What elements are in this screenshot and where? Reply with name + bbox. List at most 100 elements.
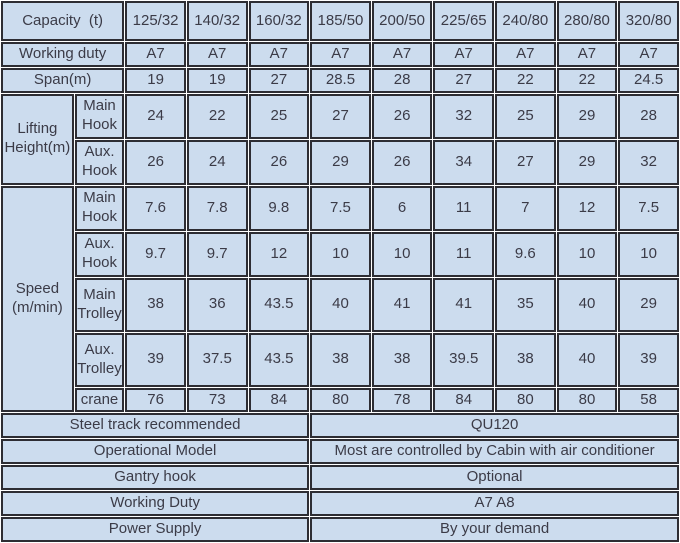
data-cell: 24 [186, 139, 248, 185]
data-cell: 73 [186, 387, 248, 413]
data-cell: 27 [248, 67, 310, 93]
section-label-speed: Speed (m/min) [1, 185, 74, 413]
data-cell: 9.6 [495, 231, 556, 277]
data-cell: 39 [125, 332, 186, 387]
sub-row-label: Aux. Hook [74, 139, 125, 185]
data-cell: 26 [125, 139, 186, 185]
data-cell: 38 [371, 332, 433, 387]
operational-model-row: Operational Model Most are controlled by… [1, 439, 679, 465]
data-cell: 12 [248, 231, 310, 277]
data-cell: 25 [248, 93, 310, 139]
lifting-aux-hook-row: Aux. Hook 26 24 26 29 26 34 27 29 32 [1, 139, 679, 185]
data-cell: 10 [310, 231, 371, 277]
data-cell: 10 [371, 231, 433, 277]
data-cell: 22 [556, 67, 618, 93]
data-cell: 40 [556, 332, 618, 387]
working-duty-row: Working duty A7 A7 A7 A7 A7 A7 A7 A7 A7 [1, 42, 679, 67]
data-cell: 36 [186, 277, 248, 332]
sub-row-label: Main Hook [74, 185, 125, 231]
data-cell: A7 [310, 42, 371, 67]
data-cell: 25 [495, 93, 556, 139]
data-cell: 38 [310, 332, 371, 387]
data-cell: A7 [125, 42, 186, 67]
steel-track-row: Steel track recommended QU120 [1, 413, 679, 439]
footer-value: A7 A8 [310, 491, 679, 517]
data-cell: 28.5 [310, 67, 371, 93]
column-header: 240/80 [495, 1, 556, 41]
footer-label: Power Supply [1, 517, 310, 543]
column-header: 160/32 [248, 1, 310, 41]
span-row: Span(m) 19 19 27 28.5 28 27 22 22 24.5 [1, 67, 679, 93]
column-header: 225/65 [433, 1, 495, 41]
data-cell: 84 [433, 387, 495, 413]
lifting-main-hook-row: Lifting Height(m) Main Hook 24 22 25 27 … [1, 93, 679, 185]
column-header: 125/32 [125, 1, 186, 41]
data-cell: 38 [125, 277, 186, 332]
capacity-header-label: Capacity (t) [1, 1, 125, 41]
data-cell: 22 [186, 93, 248, 139]
data-cell: 29 [556, 93, 618, 139]
data-cell: 84 [248, 387, 310, 413]
footer-value: Optional [310, 465, 679, 491]
column-header: 280/80 [556, 1, 618, 41]
data-cell: 7.5 [310, 185, 371, 231]
footer-value: Most are controlled by Cabin with air co… [310, 439, 679, 465]
data-cell: 58 [618, 387, 679, 413]
data-cell: 10 [618, 231, 679, 277]
data-cell: 26 [371, 93, 433, 139]
column-header: 320/80 [618, 1, 679, 41]
data-cell: 38 [495, 332, 556, 387]
speed-aux-hook-row: Aux. Hook 9.7 9.7 12 10 10 11 9.6 10 10 [1, 231, 679, 277]
data-cell: A7 [495, 42, 556, 67]
sub-row-label: Aux. Hook [74, 231, 125, 277]
data-cell: 7.8 [186, 185, 248, 231]
working-duty-footer-row: Working Duty A7 A8 [1, 491, 679, 517]
data-cell: 10 [556, 231, 618, 277]
data-cell: 35 [495, 277, 556, 332]
data-cell: 22 [495, 67, 556, 93]
data-cell: 41 [433, 277, 495, 332]
data-cell: 28 [618, 93, 679, 139]
data-cell: 9.7 [186, 231, 248, 277]
data-cell: A7 [433, 42, 495, 67]
data-cell: 7 [495, 185, 556, 231]
data-cell: 27 [310, 93, 371, 139]
gantry-hook-row: Gantry hook Optional [1, 465, 679, 491]
footer-label: Working Duty [1, 491, 310, 517]
column-header: 200/50 [371, 1, 433, 41]
data-cell: 7.6 [125, 185, 186, 231]
data-cell: 43.5 [248, 332, 310, 387]
sub-row-label: Main Trolley [74, 277, 125, 332]
data-cell: 34 [433, 139, 495, 185]
footer-label: Steel track recommended [1, 413, 310, 439]
data-cell: A7 [618, 42, 679, 67]
data-cell: 11 [433, 185, 495, 231]
data-cell: 40 [556, 277, 618, 332]
data-cell: 76 [125, 387, 186, 413]
data-cell: 28 [371, 67, 433, 93]
data-cell: 32 [433, 93, 495, 139]
data-cell: 40 [310, 277, 371, 332]
data-cell: 29 [310, 139, 371, 185]
data-cell: A7 [248, 42, 310, 67]
column-header: 140/32 [186, 1, 248, 41]
data-cell: 43.5 [248, 277, 310, 332]
speed-main-trolley-row: Main Trolley 38 36 43.5 40 41 41 35 40 2… [1, 277, 679, 332]
data-cell: 26 [248, 139, 310, 185]
data-cell: 39 [618, 332, 679, 387]
data-cell: 39.5 [433, 332, 495, 387]
footer-label: Gantry hook [1, 465, 310, 491]
data-cell: 24 [125, 93, 186, 139]
speed-main-hook-row: Speed (m/min) Main Hook 7.6 7.8 9.8 7.5 … [1, 185, 679, 413]
data-cell: 9.7 [125, 231, 186, 277]
data-cell: 19 [186, 67, 248, 93]
sub-row-label: Main Hook [74, 93, 125, 139]
data-cell: 80 [310, 387, 371, 413]
row-label: Span(m) [1, 67, 125, 93]
data-cell: 9.8 [248, 185, 310, 231]
footer-label: Operational Model [1, 439, 310, 465]
header-row: Capacity (t) 125/32 140/32 160/32 185/50… [1, 1, 679, 41]
data-cell: 29 [556, 139, 618, 185]
data-cell: 80 [495, 387, 556, 413]
